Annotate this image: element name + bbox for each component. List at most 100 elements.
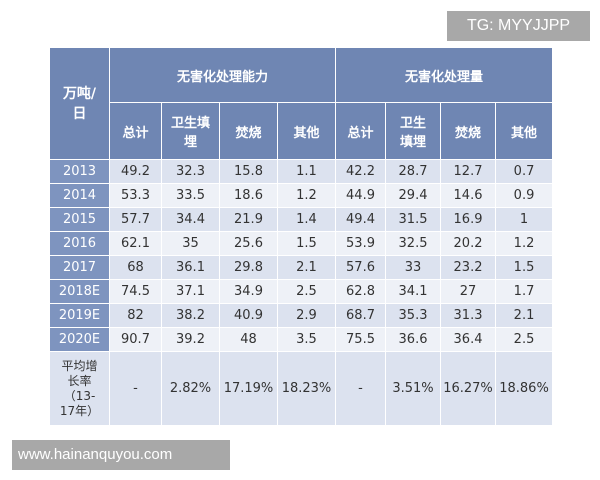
- table-row: 2015 57.7 34.4 21.9 1.4 49.4 31.5 16.9 1: [49, 207, 554, 232]
- year-cell: 2017: [49, 255, 110, 280]
- value-cell: 21.9: [219, 207, 278, 232]
- table-row: 2019E 82 38.2 40.9 2.9 68.7 35.3 31.3 2.1: [49, 303, 554, 328]
- value-cell: 36.6: [385, 327, 442, 352]
- table-row: 2020E 90.7 39.2 48 3.5 75.5 36.6 36.4 2.5: [49, 327, 554, 352]
- table-row: 2017 68 36.1 29.8 2.1 57.6 33 23.2 1.5: [49, 255, 554, 280]
- value-cell: 2.5: [495, 327, 554, 352]
- sub-header-cell: 其他: [495, 102, 554, 160]
- value-cell: 1.1: [276, 159, 337, 184]
- table-row: 2016 62.1 35 25.6 1.5 53.9 32.5 20.2 1.2: [49, 231, 554, 256]
- value-cell: 44.9: [335, 183, 387, 208]
- avg-growth-value: 17.19%: [219, 351, 278, 426]
- avg-growth-value: 2.82%: [161, 351, 220, 426]
- value-cell: 74.5: [109, 279, 162, 304]
- value-cell: 57.7: [109, 207, 162, 232]
- table-row: 2018E 74.5 37.1 34.9 2.5 62.8 34.1 27 1.7: [49, 279, 554, 304]
- value-cell: 34.1: [385, 279, 442, 304]
- avg-growth-value: -: [335, 351, 387, 426]
- value-cell: 1.4: [276, 207, 337, 232]
- year-cell: 2019E: [49, 303, 110, 328]
- waste-treatment-table: 万吨/ 日 无害化处理能力 无害化处理量 总计 卫生填埋 焚烧 其他 总计 卫生填埋 焚烧其…: [49, 47, 554, 426]
- value-cell: 57.6: [335, 255, 387, 280]
- value-cell: 34.4: [161, 207, 220, 232]
- value-cell: 2.9: [276, 303, 337, 328]
- value-cell: 34.9: [219, 279, 278, 304]
- table-row: 2014 53.3 33.5 18.6 1.2 44.9 29.4 14.6 0.9: [49, 183, 554, 208]
- value-cell: 32.5: [385, 231, 442, 256]
- value-cell: 2.1: [495, 303, 554, 328]
- value-cell: 29.8: [219, 255, 278, 280]
- value-cell: 33: [385, 255, 442, 280]
- value-cell: 48: [219, 327, 278, 352]
- avg-growth-label: 平均增 长率 （13- 17年）: [49, 351, 110, 426]
- avg-growth-value: 18.86%: [495, 351, 554, 426]
- year-cell: 2014: [49, 183, 110, 208]
- value-cell: 15.8: [219, 159, 278, 184]
- value-cell: 31.3: [440, 303, 497, 328]
- value-cell: 14.6: [440, 183, 497, 208]
- value-cell: 40.9: [219, 303, 278, 328]
- sub-header-cell: 焚烧: [219, 102, 278, 160]
- value-cell: 16.9: [440, 207, 497, 232]
- value-cell: 1.7: [495, 279, 554, 304]
- value-cell: 2.5: [276, 279, 337, 304]
- avg-growth-row: 平均增 长率 （13- 17年） -2.82% 17.19% 18.23% -3.51%…: [49, 351, 554, 426]
- sub-header-cell: 卫生填埋: [161, 102, 220, 160]
- watermark-bottom: www.hainanquyou.com: [12, 440, 230, 470]
- value-cell: 35.3: [385, 303, 442, 328]
- sub-header-row: 总计 卫生填埋 焚烧 其他 总计 卫生填埋 焚烧 其他: [50, 102, 554, 160]
- group-header-capacity: 无害化处理能力: [108, 47, 337, 103]
- corner-unit-label: 万吨/ 日: [49, 47, 110, 160]
- value-cell: 38.2: [161, 303, 220, 328]
- sub-header-cell: 卫生填埋: [385, 102, 442, 160]
- value-cell: 3.5: [276, 327, 337, 352]
- value-cell: 36.1: [161, 255, 220, 280]
- value-cell: 33.5: [161, 183, 220, 208]
- avg-growth-value: 18.23%: [276, 351, 337, 426]
- year-cell: 2018E: [49, 279, 110, 304]
- value-cell: 27: [440, 279, 497, 304]
- value-cell: 42.2: [335, 159, 387, 184]
- value-cell: 0.9: [495, 183, 554, 208]
- sub-header-cell: 焚烧: [440, 102, 497, 160]
- value-cell: 75.5: [335, 327, 387, 352]
- year-cell: 2020E: [49, 327, 110, 352]
- year-cell: 2013: [49, 159, 110, 184]
- year-cell: 2015: [49, 207, 110, 232]
- value-cell: 12.7: [440, 159, 497, 184]
- value-cell: 1.5: [276, 231, 337, 256]
- value-cell: 53.9: [335, 231, 387, 256]
- value-cell: 37.1: [161, 279, 220, 304]
- value-cell: 1.2: [276, 183, 337, 208]
- value-cell: 49.4: [335, 207, 387, 232]
- avg-growth-value: 16.27%: [440, 351, 497, 426]
- avg-growth-value: 3.51%: [385, 351, 442, 426]
- avg-growth-value: -: [109, 351, 162, 426]
- sub-header-cell: 总计: [109, 102, 162, 160]
- value-cell: 29.4: [385, 183, 442, 208]
- value-cell: 0.7: [495, 159, 554, 184]
- value-cell: 36.4: [440, 327, 497, 352]
- value-cell: 1: [495, 207, 554, 232]
- sub-header-cell: 其他: [276, 102, 337, 160]
- watermark-top: TG: MYYJJPP: [447, 11, 590, 41]
- value-cell: 18.6: [219, 183, 278, 208]
- value-cell: 31.5: [385, 207, 442, 232]
- table-row: 2013 49.2 32.3 15.8 1.1 42.2 28.7 12.7 0.7: [49, 159, 554, 184]
- value-cell: 90.7: [109, 327, 162, 352]
- value-cell: 62.8: [335, 279, 387, 304]
- corner-line-1: 万吨/: [62, 85, 97, 102]
- value-cell: 23.2: [440, 255, 497, 280]
- year-cell: 2016: [49, 231, 110, 256]
- value-cell: 53.3: [109, 183, 162, 208]
- value-cell: 28.7: [385, 159, 442, 184]
- value-cell: 32.3: [161, 159, 220, 184]
- value-cell: 39.2: [161, 327, 220, 352]
- value-cell: 20.2: [440, 231, 497, 256]
- group-header-volume: 无害化处理量: [335, 47, 554, 103]
- corner-line-2: 日: [72, 105, 87, 122]
- value-cell: 49.2: [109, 159, 162, 184]
- sub-header-cell: 总计: [335, 102, 387, 160]
- value-cell: 35: [161, 231, 220, 256]
- value-cell: 82: [109, 303, 162, 328]
